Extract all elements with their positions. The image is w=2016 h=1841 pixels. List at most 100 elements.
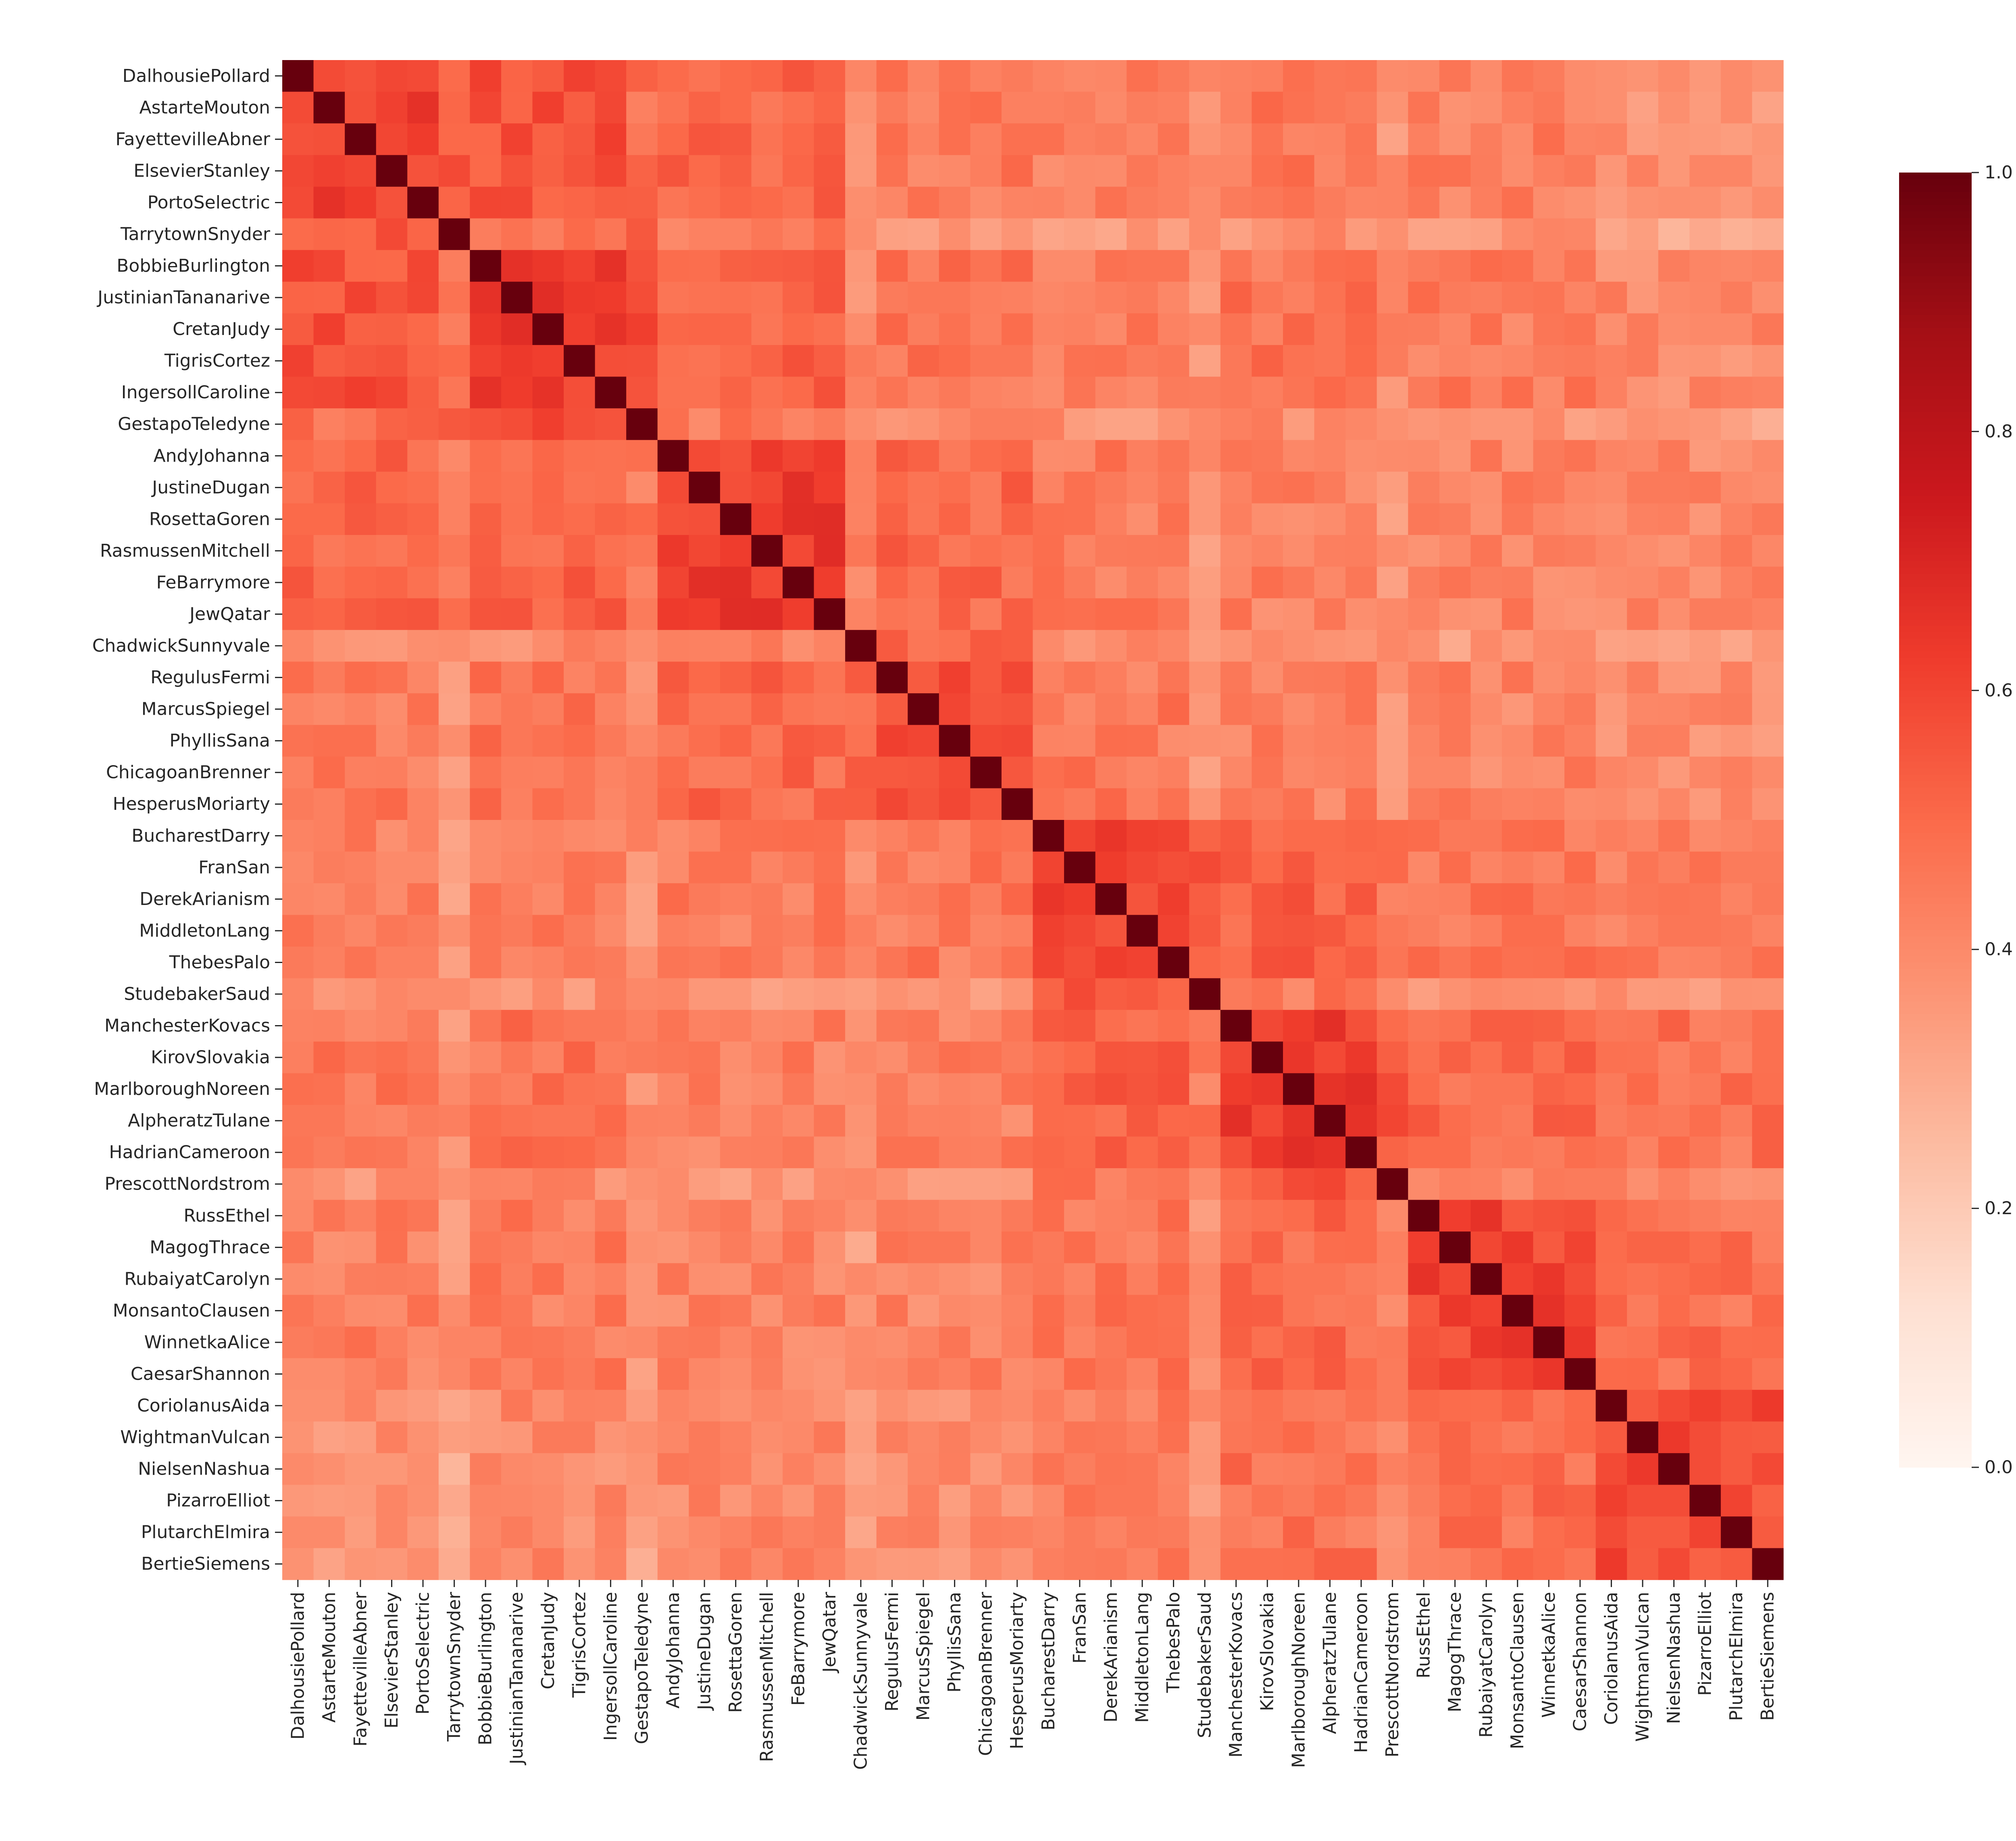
heatmap-cell — [1408, 313, 1440, 345]
heatmap-cell — [532, 662, 564, 694]
heatmap-cell — [1470, 218, 1502, 250]
heatmap-cell — [407, 1548, 439, 1580]
heatmap-cell — [313, 978, 345, 1010]
heatmap-cell — [1408, 1358, 1440, 1390]
heatmap-cell — [1127, 440, 1158, 472]
heatmap-cell — [1033, 345, 1064, 377]
heatmap-cell — [1533, 377, 1565, 409]
heatmap-cell — [845, 472, 877, 504]
heatmap-cell — [1189, 1231, 1221, 1264]
heatmap-cell — [501, 1200, 533, 1232]
heatmap-cell — [876, 535, 908, 567]
heatmap-cell — [1502, 1231, 1534, 1264]
heatmap-cell — [1595, 1010, 1627, 1042]
heatmap-cell — [1658, 1516, 1690, 1549]
heatmap-cell — [1220, 281, 1252, 314]
heatmap-cells — [282, 60, 1784, 1580]
heatmap-cell — [1533, 1421, 1565, 1454]
heatmap-cell — [1033, 1231, 1064, 1264]
heatmap-cell — [1064, 915, 1096, 947]
heatmap-cell — [1127, 1516, 1158, 1549]
heatmap-cell — [876, 472, 908, 504]
heatmap-cell — [1470, 155, 1502, 187]
heatmap-cell — [814, 1263, 846, 1295]
heatmap-cell — [282, 1105, 314, 1137]
heatmap-cell — [407, 377, 439, 409]
heatmap-cell — [1595, 92, 1627, 124]
heatmap-cell — [501, 1073, 533, 1105]
heatmap-cell — [720, 630, 752, 662]
heatmap-cell — [1220, 1548, 1252, 1580]
heatmap-cell — [1720, 1295, 1753, 1327]
colorbar-segment — [1899, 658, 1972, 665]
heatmap-cell — [470, 218, 502, 250]
heatmap-cell — [1033, 92, 1064, 124]
heatmap-cell — [657, 1105, 689, 1137]
heatmap-cell — [1752, 250, 1784, 282]
heatmap-cell — [1377, 123, 1408, 156]
colorbar-segment — [1899, 315, 1972, 322]
heatmap-cell — [1627, 1168, 1659, 1200]
heatmap-cell — [720, 1516, 752, 1549]
heatmap-cell — [595, 60, 627, 92]
heatmap-cell — [532, 1231, 564, 1264]
heatmap-cell — [564, 1358, 596, 1390]
heatmap-cell — [1658, 503, 1690, 535]
heatmap-cell — [1377, 250, 1408, 282]
heatmap-cell — [1095, 1136, 1127, 1169]
heatmap-cell — [1220, 123, 1252, 156]
heatmap-cell — [1752, 313, 1784, 345]
heatmap-cell — [1158, 472, 1189, 504]
heatmap-cell — [751, 883, 783, 915]
heatmap-cell — [908, 1548, 939, 1580]
heatmap-cell — [376, 187, 408, 219]
heatmap-cell — [1752, 598, 1784, 630]
heatmap-cell — [595, 250, 627, 282]
heatmap-cell — [1627, 408, 1659, 441]
heatmap-cell — [876, 1231, 908, 1264]
heatmap-cell — [1627, 60, 1659, 92]
heatmap-cell — [345, 1136, 377, 1169]
heatmap-cell — [438, 218, 470, 250]
heatmap-cell — [1408, 693, 1440, 725]
heatmap-cell — [407, 1295, 439, 1327]
heatmap-cell — [876, 250, 908, 282]
heatmap-cell — [814, 756, 846, 789]
heatmap-cell — [313, 377, 345, 409]
heatmap-cell — [720, 440, 752, 472]
heatmap-cell — [1720, 250, 1753, 282]
heatmap-cell — [282, 440, 314, 472]
heatmap-cell — [1502, 92, 1534, 124]
x-tick-label: PlutarchElmira — [1726, 1592, 1747, 1721]
heatmap-cell — [845, 820, 877, 852]
heatmap-cell — [345, 313, 377, 345]
heatmap-cell — [845, 1548, 877, 1580]
heatmap-cell — [1564, 598, 1596, 630]
heatmap-cell — [626, 1421, 658, 1454]
heatmap-cell — [1533, 788, 1565, 820]
heatmap-cell — [1720, 123, 1753, 156]
heatmap-cell — [1001, 1390, 1033, 1422]
heatmap-cell — [1533, 1136, 1565, 1169]
heatmap-cell — [626, 1263, 658, 1295]
heatmap-cell — [1095, 1105, 1127, 1137]
heatmap-cell — [1095, 92, 1127, 124]
heatmap-cell — [1064, 693, 1096, 725]
heatmap-cell — [1720, 883, 1753, 915]
heatmap-cell — [564, 1263, 596, 1295]
heatmap-cell — [438, 60, 470, 92]
heatmap-cell — [657, 377, 689, 409]
heatmap-cell — [1033, 281, 1064, 314]
heatmap-cell — [1689, 725, 1721, 757]
heatmap-cell — [1627, 218, 1659, 250]
heatmap-cell — [1470, 1326, 1502, 1358]
heatmap-cell — [1314, 313, 1346, 345]
heatmap-cell — [845, 566, 877, 599]
heatmap-cell — [1595, 1326, 1627, 1358]
heatmap-cell — [564, 1231, 596, 1264]
heatmap-cell — [1377, 1041, 1408, 1073]
heatmap-cell — [720, 566, 752, 599]
heatmap-cell — [1345, 851, 1377, 884]
heatmap-cell — [1189, 1200, 1221, 1232]
heatmap-cell — [1252, 1516, 1283, 1549]
